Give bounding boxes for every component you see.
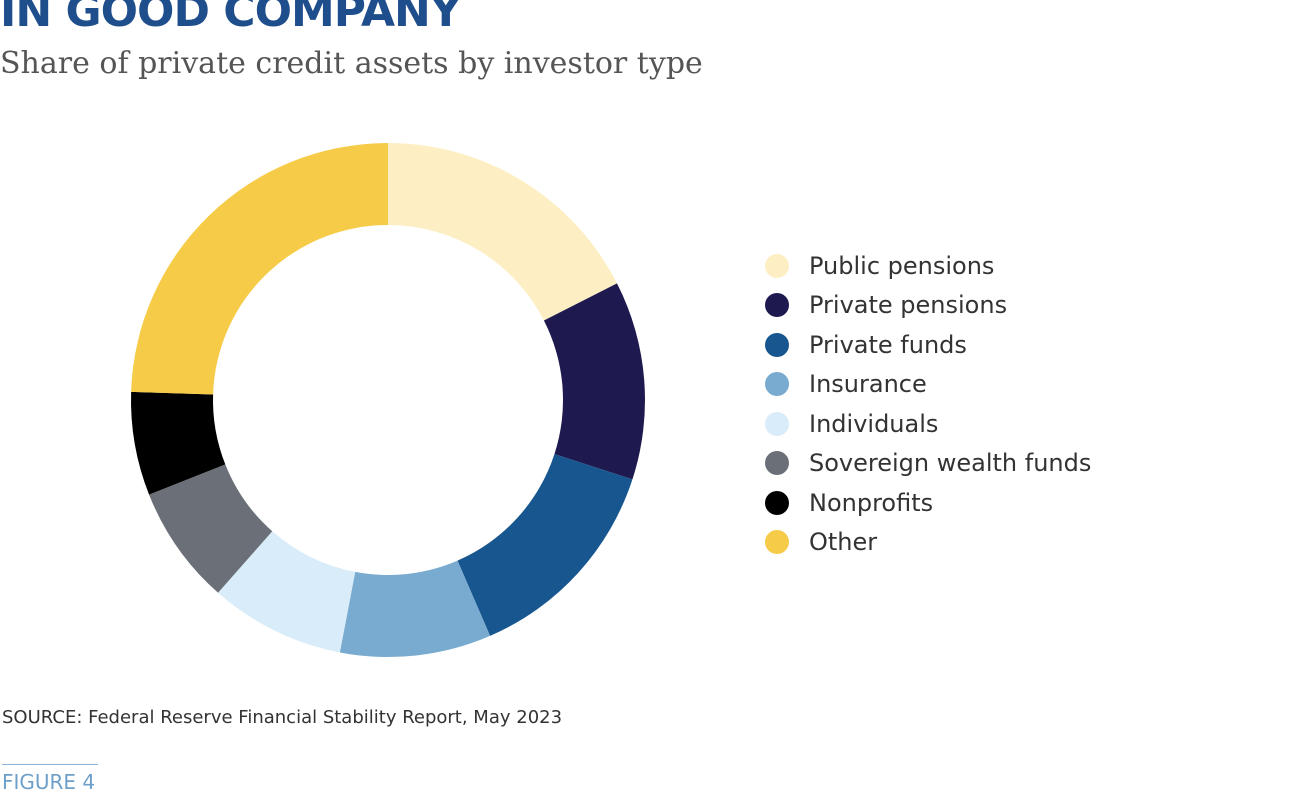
donut-chart (131, 143, 645, 657)
legend-item-sovereign-wealth-funds: Sovereign wealth funds (765, 444, 1091, 484)
legend-item-nonprofits: Nonprofits (765, 483, 1091, 523)
figure-label: FIGURE 4 (2, 770, 96, 794)
legend-item-private-pensions: Private pensions (765, 286, 1091, 326)
chart-legend: Public pensions Private pensions Private f… (765, 246, 1091, 562)
legend-label: Public pensions (809, 251, 995, 280)
legend-swatch (765, 411, 789, 436)
legend-item-insurance: Insurance (765, 365, 1091, 405)
legend-swatch (765, 530, 789, 555)
legend-item-private-funds: Private funds (765, 325, 1091, 365)
chart-subtitle: Share of private credit assets by invest… (0, 46, 703, 81)
legend-swatch (765, 490, 789, 515)
legend-item-public-pensions: Public pensions (765, 246, 1091, 286)
figure-divider (2, 764, 98, 765)
slice-private-funds (457, 454, 633, 636)
legend-label: Individuals (809, 409, 939, 438)
slice-sovereign-wealth-funds (149, 464, 273, 593)
legend-swatch (765, 293, 789, 318)
chart-title: IN GOOD COMPANY (0, 0, 462, 37)
legend-label: Sovereign wealth funds (809, 449, 1092, 478)
legend-label: Insurance (809, 370, 927, 399)
legend-label: Private pensions (809, 291, 1008, 320)
legend-item-individuals: Individuals (765, 404, 1091, 444)
slice-individuals (218, 531, 356, 653)
slice-public-pensions (388, 143, 617, 321)
legend-swatch (765, 451, 789, 476)
legend-label: Nonprofits (809, 488, 934, 517)
legend-swatch (765, 372, 789, 397)
legend-swatch (765, 253, 789, 278)
source-note: SOURCE: Federal Reserve Financial Stabil… (2, 707, 563, 728)
slice-nonprofits (131, 391, 226, 495)
legend-swatch (765, 332, 789, 357)
slice-private-pensions (543, 283, 645, 480)
legend-item-other: Other (765, 523, 1091, 563)
legend-label: Other (809, 528, 878, 557)
slice-other (131, 143, 388, 395)
legend-label: Private funds (809, 330, 967, 359)
donut-slices (131, 143, 645, 657)
slice-insurance (339, 560, 491, 657)
